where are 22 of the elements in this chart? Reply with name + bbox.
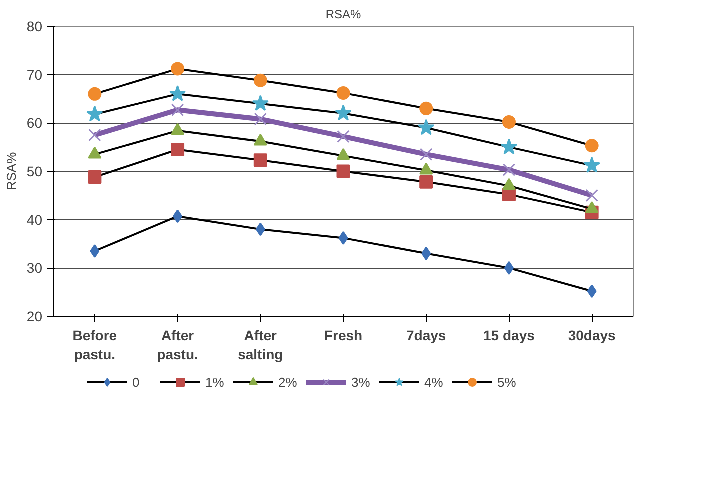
chart-title: RSA% [326, 8, 362, 22]
legend-label: 3% [351, 374, 372, 390]
y-tick-label: 50 [26, 164, 43, 180]
y-tick-label: 80 [26, 18, 43, 34]
y-tick-label: 60 [26, 115, 43, 132]
x-tick-label: Fresh [324, 328, 363, 344]
y-axis-title: RSA% [4, 152, 19, 191]
legend-label: 5% [497, 374, 518, 390]
x-tick-label: 15 days [484, 328, 536, 344]
legend-label: 4% [424, 374, 444, 390]
x-tick-label: After pastu. [157, 328, 198, 363]
x-tick-label: 30days [568, 328, 616, 344]
legend-label: 0 [132, 374, 141, 390]
y-tick-label: 30 [26, 260, 43, 276]
legend-label: 1% [205, 374, 226, 390]
legend-label: 2% [278, 374, 298, 390]
x-tick-label: 7days [406, 328, 446, 344]
y-tick-label: 70 [26, 66, 43, 83]
x-tick-label: Before pastu. [72, 328, 118, 363]
y-tick-label: 40 [26, 212, 43, 228]
x-tick-label: After salting [238, 328, 284, 363]
y-tick-label: 20 [26, 308, 43, 324]
